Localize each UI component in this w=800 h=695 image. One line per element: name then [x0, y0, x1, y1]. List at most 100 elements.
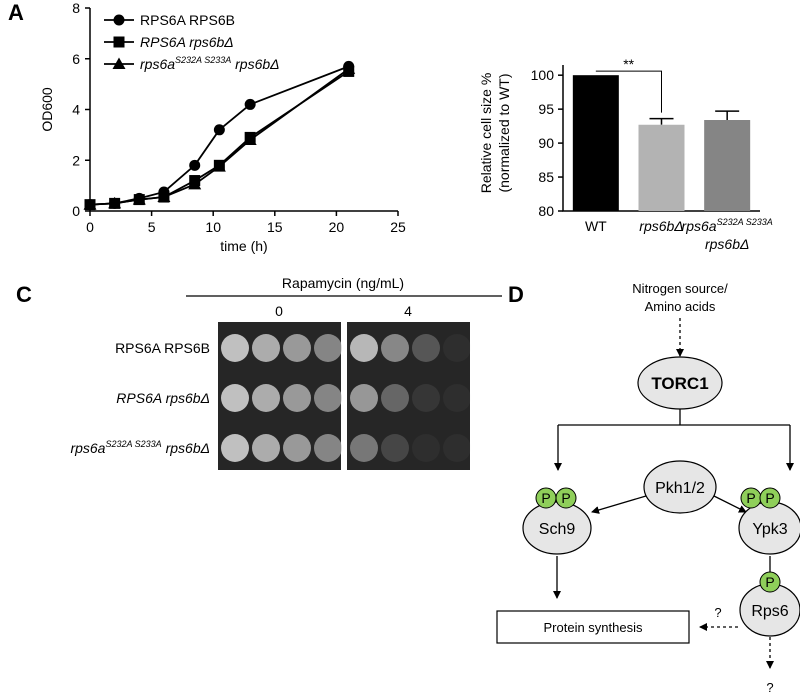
marker [244, 98, 256, 110]
y-tick-label: 4 [72, 102, 80, 118]
significance-bracket [595, 70, 662, 113]
strain-label: RPS6A RPS6B [115, 340, 210, 356]
colony-spot [314, 384, 342, 412]
node-label: Rps6 [751, 603, 788, 620]
input-label: Nitrogen source/ [632, 281, 728, 296]
colony-spot [283, 434, 311, 462]
phospho-label: P [541, 490, 550, 506]
series-line [89, 65, 350, 206]
arrow [713, 495, 747, 513]
node-label: TORC1 [651, 374, 708, 393]
y-tick-label: 8 [72, 0, 80, 16]
marker [83, 198, 97, 210]
marker [113, 36, 125, 48]
dose-label: 0 [275, 303, 283, 319]
phospho-label: P [765, 490, 774, 506]
series-line [89, 70, 350, 206]
legend-label: rps6aS232A S233A rps6bΔ [140, 55, 280, 72]
colony-spot [412, 384, 440, 412]
dose-label: 4 [404, 303, 412, 319]
marker [342, 62, 356, 74]
marker [212, 160, 226, 172]
output-box [496, 610, 690, 644]
marker [213, 124, 225, 136]
y-tick-label: 2 [72, 152, 80, 168]
unknown-label: ? [766, 680, 773, 695]
colony-spot [443, 334, 471, 362]
marker [188, 177, 202, 190]
colony-spot [221, 434, 249, 462]
bar [638, 124, 685, 211]
output-label: Protein synthesis [544, 620, 643, 635]
arrow [591, 495, 647, 514]
panel-label: A [8, 0, 24, 25]
colony-spot [412, 434, 440, 462]
colony-spot [283, 334, 311, 362]
y-axis-title: (normalized to WT) [496, 73, 512, 192]
unknown-label: ? [714, 605, 721, 620]
colony-spot [221, 384, 249, 412]
significance-label: ** [623, 56, 634, 72]
marker [243, 133, 257, 145]
strain-label: RPS6A rps6bΔ [116, 390, 210, 406]
colony-spot [221, 334, 249, 362]
legend-label: RPS6A RPS6B [140, 12, 235, 28]
phospho-badge [555, 487, 577, 509]
colony-spot [381, 434, 409, 462]
phospho-label: P [561, 490, 570, 506]
colony-spot [314, 334, 342, 362]
pathway-diagram: Nitrogen source/ Amino acids TORC1 Pkh1/… [496, 281, 800, 695]
x-axis-title: time (h) [220, 238, 267, 254]
x-tick-label: 5 [148, 219, 156, 235]
colony-spot [314, 434, 342, 462]
colony-spot [381, 334, 409, 362]
x-tick-label: WT [585, 218, 607, 234]
node-label: Pkh1/2 [655, 480, 705, 497]
colony-spot [381, 384, 409, 412]
y-axis-title: Relative cell size % [478, 73, 494, 194]
colony-spot [443, 384, 471, 412]
marker [157, 190, 171, 203]
strain-label: rps6aS232A S233A rps6bΔ [70, 439, 210, 456]
panel-label: C [16, 282, 32, 307]
colony-spot [350, 434, 378, 462]
x-tick-label: rps6bΔ [639, 218, 683, 234]
marker [189, 159, 201, 171]
phospho-badge [759, 487, 781, 509]
colony-spot [252, 334, 280, 362]
colony-spot [252, 434, 280, 462]
phospho-label: P [746, 490, 755, 506]
colony-spot [443, 434, 471, 462]
x-tick-label: 0 [86, 219, 94, 235]
error-bar [715, 110, 740, 121]
colony-spot [350, 384, 378, 412]
marker [113, 14, 125, 26]
node [643, 460, 717, 514]
colony-spot [412, 334, 440, 362]
x-tick-label: 20 [329, 219, 345, 235]
bar [704, 120, 751, 211]
series-line [89, 68, 350, 206]
y-tick-label: 80 [538, 203, 554, 219]
y-axis-title: OD600 [39, 87, 55, 132]
y-tick-label: 6 [72, 51, 80, 67]
marker [108, 196, 122, 209]
connector [558, 409, 790, 426]
bar [572, 75, 619, 212]
x-tick-label: 25 [390, 219, 406, 235]
colony-spot [283, 384, 311, 412]
phospho-label: P [765, 574, 774, 590]
legend-label: RPS6A rps6bΔ [140, 34, 234, 50]
phospho-badge [759, 571, 781, 593]
y-tick-label: 85 [538, 169, 554, 185]
marker [132, 193, 146, 205]
y-tick-label: 95 [538, 101, 554, 117]
y-tick-label: 90 [538, 135, 554, 151]
y-tick-label: 100 [531, 67, 555, 83]
marker [112, 57, 126, 69]
node-label: Sch9 [539, 521, 576, 538]
input-label: Amino acids [645, 299, 716, 314]
x-tick-label: 10 [205, 219, 221, 235]
y-tick-label: 0 [72, 203, 80, 219]
